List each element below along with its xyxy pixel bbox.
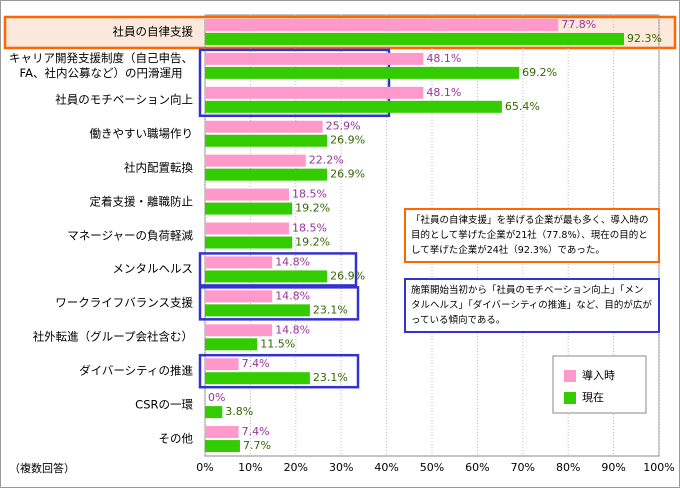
annotation: 施策開始当初から「社員のモチベーション向上」「メンタルヘルス」「ダイバーシティの… [404, 278, 660, 333]
bar [205, 304, 310, 317]
value-label: 22.2% [309, 154, 344, 167]
value-label: 14.8% [275, 323, 310, 336]
bar [205, 188, 289, 201]
x-tick-label: 50% [420, 461, 444, 474]
value-label: 18.5% [292, 222, 327, 235]
value-label: 14.8% [275, 255, 310, 268]
bar [205, 202, 293, 215]
x-tick-label: 30% [329, 461, 353, 474]
y-tick-label: ワークライフバランス支援 [55, 295, 193, 310]
y-tick-label: 働きやすい職場作り [89, 126, 194, 141]
x-tick-label: 90% [601, 461, 625, 474]
bar [205, 100, 502, 113]
bar [205, 406, 223, 419]
bar [205, 256, 273, 269]
value-label: 0% [208, 391, 225, 404]
legend-swatch [564, 370, 576, 382]
x-tick-label: 10% [238, 461, 262, 474]
x-tick-label: 0% [196, 461, 213, 474]
value-label: 48.1% [426, 52, 461, 65]
x-tick-label: 20% [284, 461, 308, 474]
legend-label: 現在 [582, 391, 604, 404]
bar [205, 372, 310, 385]
value-label: 18.5% [292, 188, 327, 201]
highlight-box [198, 353, 360, 389]
annotation: 「社員の自律支援」を挙げる企業が最も多く、導入時の目的として挙げた企業が21社（… [404, 208, 660, 263]
footnote: （複数回答） [9, 462, 75, 475]
value-label: 65.4% [505, 100, 540, 113]
y-tick-label: 定着支援・離職防止 [89, 194, 194, 209]
highlight-box [198, 252, 358, 287]
x-tick-label: 40% [374, 461, 398, 474]
bar [205, 290, 273, 303]
bar [205, 270, 328, 283]
bar [205, 32, 625, 45]
bar [205, 324, 273, 337]
x-tick-label: 70% [511, 461, 535, 474]
legend-label: 導入時 [582, 368, 615, 382]
value-label: 11.5% [260, 337, 295, 350]
y-tick-label: 社内配置転換 [124, 160, 193, 175]
bar [205, 86, 424, 99]
bar [205, 134, 328, 147]
value-label: 69.2% [522, 66, 557, 79]
y-tick-label: 社外転進（グループ会社含む） [32, 329, 193, 344]
legend-box [552, 355, 647, 414]
value-label: 23.1% [313, 371, 348, 384]
value-label: 26.9% [330, 168, 365, 181]
x-tick-label: 80% [556, 461, 580, 474]
bar [205, 440, 240, 453]
value-label: 7.4% [242, 357, 270, 370]
x-tick-label: 100% [643, 461, 674, 474]
y-tick-label: その他 [158, 431, 194, 446]
x-tick-label: 60% [465, 461, 489, 474]
bar [205, 338, 258, 351]
value-label: 77.8% [561, 18, 596, 31]
bar [205, 426, 239, 439]
value-label: 25.9% [326, 120, 361, 133]
value-label: 7.7% [243, 439, 271, 452]
value-label: 14.8% [275, 289, 310, 302]
y-tick-label: キャリア開発支援制度（自己申告、 FA、社内公募など）の円滑運用 [9, 50, 193, 80]
highlight-box [198, 48, 391, 118]
value-label: 23.1% [313, 303, 348, 316]
bar [205, 66, 520, 79]
value-label: 19.2% [295, 236, 330, 249]
bar [205, 236, 293, 249]
y-tick-label: メンタルヘルス [112, 261, 194, 276]
bar [205, 52, 424, 65]
bar [205, 222, 289, 235]
value-label: 92.3% [627, 32, 662, 45]
value-label: 26.9% [330, 134, 365, 147]
bar [205, 18, 559, 31]
y-tick-label: CSRの一環 [135, 397, 193, 412]
legend-swatch [564, 392, 576, 404]
value-label: 26.9% [330, 269, 365, 282]
value-label: 7.4% [242, 425, 270, 438]
y-tick-label: マネージャーの負荷軽減 [67, 228, 193, 242]
y-tick-label: 社員の自律支援 [112, 24, 194, 39]
value-label: 3.8% [225, 405, 253, 418]
y-tick-label: ダイバーシティの推進 [79, 363, 193, 378]
bar [205, 154, 306, 167]
bar [205, 168, 328, 181]
bar [205, 358, 239, 371]
y-tick-label: 社員のモチベーション向上 [55, 92, 193, 107]
value-label: 48.1% [426, 86, 461, 99]
highlight-box [198, 286, 360, 321]
value-label: 19.2% [295, 202, 330, 215]
bar [205, 120, 323, 133]
